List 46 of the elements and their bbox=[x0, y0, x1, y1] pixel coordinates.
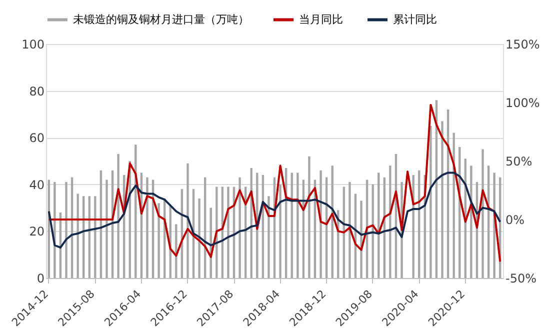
bar bbox=[54, 182, 56, 278]
bar bbox=[389, 166, 392, 278]
bar bbox=[227, 186, 230, 278]
bar bbox=[65, 182, 68, 278]
y-tick-label: 20 bbox=[29, 224, 44, 239]
bar bbox=[106, 180, 108, 278]
bar bbox=[146, 177, 148, 278]
bar bbox=[216, 186, 218, 278]
legend-label: 累计同比 bbox=[393, 12, 437, 26]
bar bbox=[331, 166, 334, 278]
bar bbox=[320, 170, 322, 278]
bar bbox=[175, 224, 178, 278]
bar bbox=[198, 198, 200, 278]
line-series bbox=[48, 104, 502, 263]
y-tick-label: 80 bbox=[29, 84, 44, 98]
y-tick-label: 100 bbox=[22, 38, 44, 52]
bar bbox=[238, 177, 241, 278]
legend-label: 当月同比 bbox=[299, 12, 343, 26]
bar bbox=[186, 163, 189, 278]
bar bbox=[279, 184, 282, 278]
y2-tick-label: 100% bbox=[506, 96, 540, 110]
bar bbox=[470, 166, 472, 278]
bar bbox=[76, 194, 79, 278]
bar bbox=[372, 184, 374, 278]
bar bbox=[412, 175, 414, 278]
line-series bbox=[48, 172, 502, 249]
y2-tick-label: 0% bbox=[506, 213, 525, 227]
y-tick-label: 60 bbox=[29, 131, 44, 146]
bar bbox=[268, 196, 270, 278]
bar bbox=[452, 132, 455, 278]
bar bbox=[308, 156, 310, 278]
legend-label: 未锻造的铜及铜材月进口量（万吨） bbox=[73, 12, 249, 26]
bar bbox=[493, 172, 496, 278]
bar bbox=[430, 126, 432, 278]
bar bbox=[94, 196, 96, 278]
bar bbox=[117, 154, 120, 278]
bar bbox=[482, 149, 484, 278]
bar bbox=[158, 203, 160, 278]
y-tick-label: 0 bbox=[36, 272, 44, 286]
bar bbox=[348, 182, 351, 278]
y-tick-label: 40 bbox=[29, 178, 44, 192]
y2-tick-label: 50% bbox=[506, 154, 532, 168]
bar bbox=[134, 144, 137, 278]
bar bbox=[441, 121, 444, 278]
y2-tick-label: 150% bbox=[506, 38, 540, 52]
y2-tick-label: -50% bbox=[506, 272, 537, 286]
